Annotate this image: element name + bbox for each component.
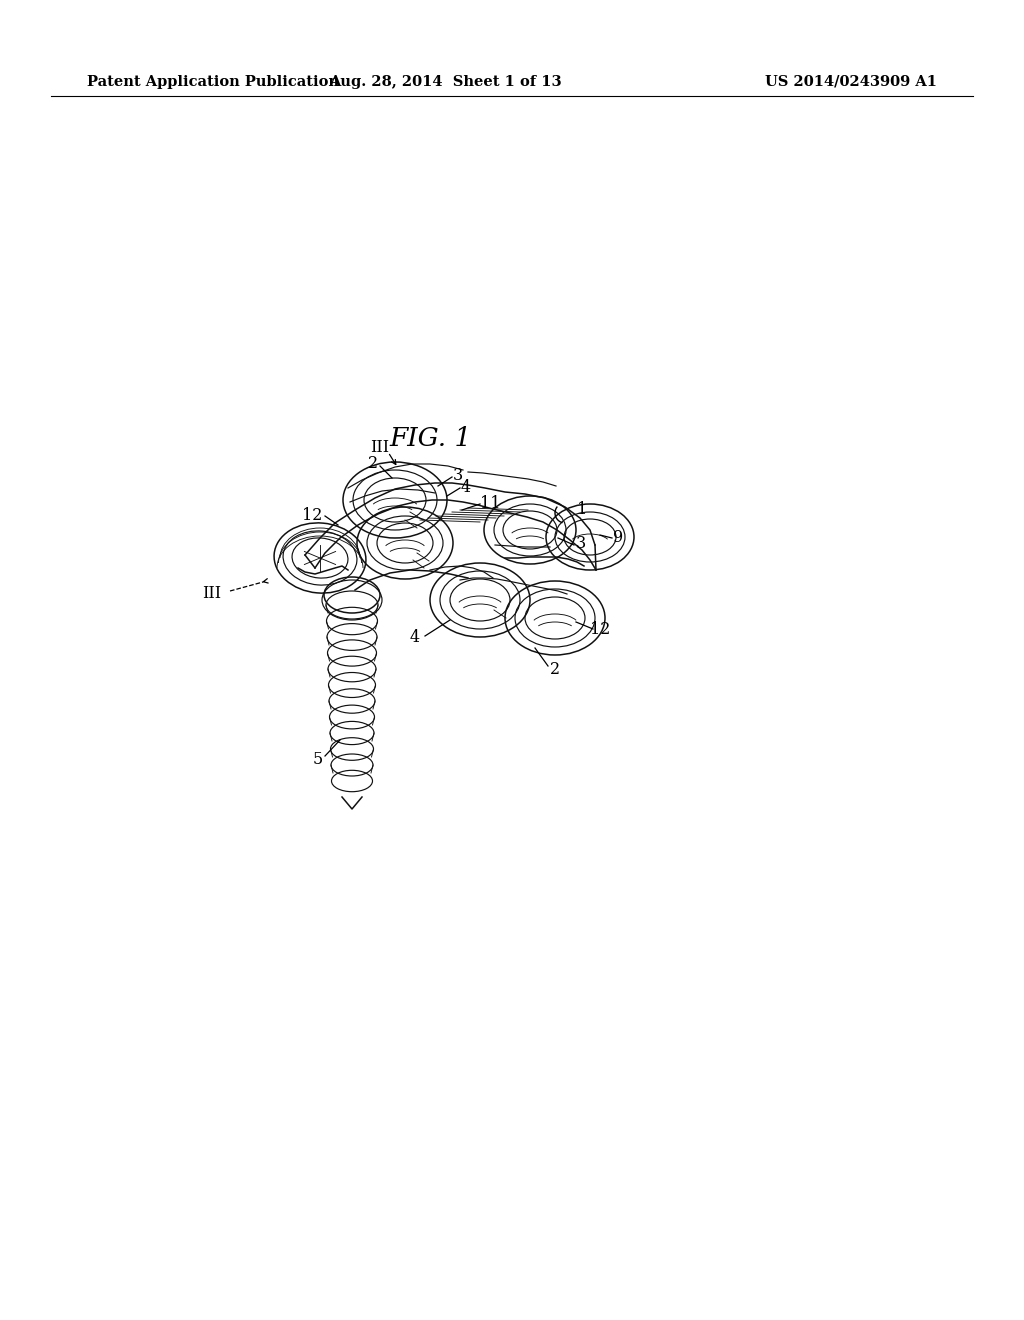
Text: 12: 12 xyxy=(590,622,610,639)
Text: Aug. 28, 2014  Sheet 1 of 13: Aug. 28, 2014 Sheet 1 of 13 xyxy=(329,75,562,88)
Text: III: III xyxy=(371,438,389,455)
Text: 5: 5 xyxy=(313,751,324,768)
Text: 4: 4 xyxy=(410,630,420,647)
Text: 4: 4 xyxy=(461,479,471,495)
Text: III: III xyxy=(203,585,221,602)
Text: 3: 3 xyxy=(453,467,463,484)
Text: 11: 11 xyxy=(480,495,501,511)
Text: US 2014/0243909 A1: US 2014/0243909 A1 xyxy=(765,75,937,88)
Text: 3: 3 xyxy=(575,536,586,553)
Text: 12: 12 xyxy=(302,507,323,524)
Text: 1: 1 xyxy=(577,502,587,519)
Text: 9: 9 xyxy=(613,528,624,545)
Text: Patent Application Publication: Patent Application Publication xyxy=(87,75,339,88)
Text: 2: 2 xyxy=(550,661,560,678)
Text: 2: 2 xyxy=(368,455,378,473)
Text: FIG. 1: FIG. 1 xyxy=(389,426,471,450)
